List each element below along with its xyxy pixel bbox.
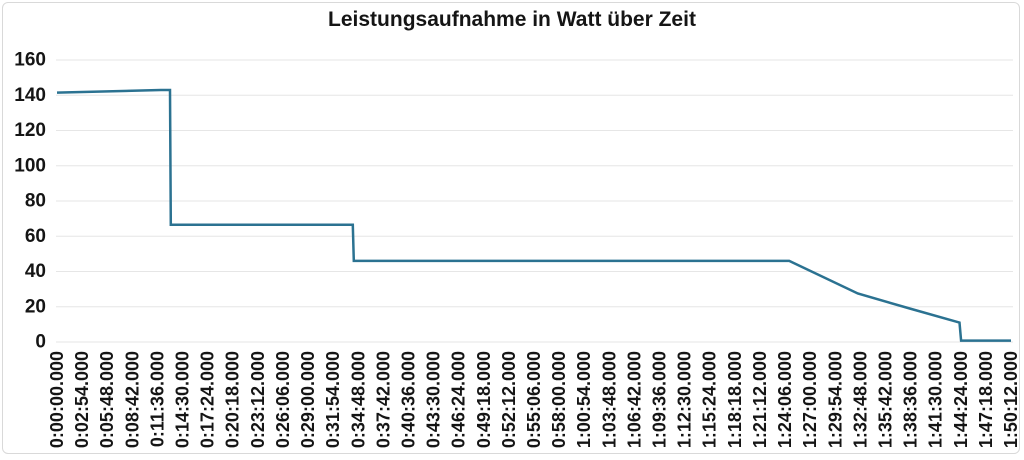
- x-tick-label: 0:05:48.000: [97, 351, 117, 448]
- x-tick-label: 1:41:30.000: [926, 351, 946, 448]
- y-tick-label: 80: [25, 191, 46, 212]
- x-tick-label: 0:26:06.000: [273, 351, 293, 448]
- x-tick-label: 0:17:24.000: [198, 351, 218, 448]
- x-tick-label: 1:09:36.000: [650, 351, 670, 448]
- x-tick-label: 1:32:48.000: [850, 351, 870, 448]
- x-tick-label: 0:29:00.000: [298, 351, 318, 448]
- x-tick-label: 1:35:42.000: [875, 351, 895, 448]
- x-tick-label: 0:43:30.000: [424, 351, 444, 448]
- x-tick-label: 1:21:12.000: [750, 351, 770, 448]
- x-tick-label: 0:52:12.000: [499, 351, 519, 448]
- x-tick-label: 1:00:54.000: [574, 351, 594, 448]
- x-tick-label: 1:27:00.000: [800, 351, 820, 448]
- x-tick-label: 0:34:48.000: [348, 351, 368, 448]
- x-tick-label: 1:03:48.000: [599, 351, 619, 448]
- x-tick-label: 0:08:42.000: [122, 351, 142, 448]
- chart-frame: [2, 2, 1020, 454]
- x-tick-label: 1:12:30.000: [675, 351, 695, 448]
- x-tick-label: 0:46:24.000: [449, 351, 469, 448]
- y-tick-label: 120: [14, 120, 46, 141]
- x-tick-label: 0:02:54.000: [72, 351, 92, 448]
- x-tick-label: 0:20:18.000: [223, 351, 243, 448]
- x-tick-label: 0:55:06.000: [524, 351, 544, 448]
- y-tick-label: 160: [14, 50, 46, 71]
- y-tick-label: 20: [25, 296, 46, 317]
- x-tick-label: 1:29:54.000: [825, 351, 845, 448]
- y-tick-label: 100: [14, 155, 46, 176]
- y-tick-label: 140: [14, 85, 46, 106]
- x-tick-label: 0:00:00.000: [47, 351, 67, 448]
- x-tick-label: 0:37:42.000: [373, 351, 393, 448]
- x-tick-label: 0:49:18.000: [474, 351, 494, 448]
- x-tick-label: 0:58:00.000: [549, 351, 569, 448]
- x-tick-label: 1:06:42.000: [624, 351, 644, 448]
- y-tick-label: 60: [25, 226, 46, 247]
- y-tick-label: 0: [35, 332, 46, 353]
- x-tick-label: 1:44:24.000: [951, 351, 971, 448]
- x-tick-label: 0:31:54.000: [323, 351, 343, 448]
- x-tick-label: 0:11:36.000: [147, 351, 167, 447]
- y-tick-label: 40: [25, 261, 46, 282]
- x-tick-label: 0:14:30.000: [173, 351, 193, 448]
- x-tick-label: 1:18:18.000: [725, 351, 745, 448]
- x-tick-label: 1:50:12.000: [1001, 351, 1021, 448]
- x-tick-label: 1:47:18.000: [976, 351, 996, 448]
- series-line: [56, 88, 1011, 342]
- x-tick-label: 1:38:36.000: [901, 351, 921, 448]
- x-tick-label: 1:24:06.000: [775, 351, 795, 448]
- x-tick-label: 1:15:24.000: [700, 351, 720, 448]
- chart-title: Leistungsaufnahme in Watt über Zeit: [328, 8, 696, 31]
- x-tick-label: 0:40:36.000: [398, 351, 418, 448]
- x-tick-label: 0:23:12.000: [248, 351, 268, 448]
